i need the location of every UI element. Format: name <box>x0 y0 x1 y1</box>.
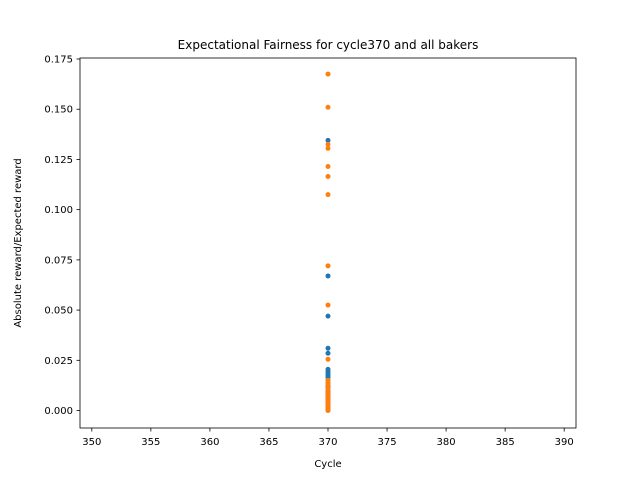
y-tick-label: 0.075 <box>44 255 73 266</box>
chart-title: Expectational Fairness for cycle370 and … <box>178 38 479 52</box>
plot-frame <box>79 57 577 429</box>
x-tick-label: 380 <box>437 437 456 448</box>
data-points <box>325 71 331 413</box>
data-point-series-2 <box>325 141 331 147</box>
data-point-series-2 <box>325 302 331 308</box>
plot-area: 350 355 360 365 370 375 380 385 390 0.0000.0250.… <box>44 55 577 448</box>
y-tick-label: 0.125 <box>44 155 73 166</box>
x-tick-label: 360 <box>200 437 219 448</box>
data-point-series-1 <box>325 137 331 143</box>
x-tick-label: 355 <box>141 437 160 448</box>
y-tick-label: 0.000 <box>44 406 73 417</box>
data-point-series-2 <box>325 407 331 413</box>
x-tick-label: 350 <box>82 437 101 448</box>
x-tick-label: 385 <box>496 437 515 448</box>
y-tick-label: 0.050 <box>44 306 73 317</box>
y-tick-label: 0.100 <box>44 205 73 216</box>
y-tick-label: 0.025 <box>44 356 73 367</box>
data-point-series-1 <box>325 313 331 319</box>
data-point-series-1 <box>325 345 331 351</box>
data-point-series-2 <box>325 174 331 180</box>
x-axis-title: Cycle <box>314 459 341 470</box>
data-point-series-2 <box>325 163 331 169</box>
y-tick-label: 0.175 <box>44 55 73 66</box>
x-tick-label: 390 <box>555 437 574 448</box>
data-point-series-2 <box>325 192 331 198</box>
x-tick-label: 365 <box>259 437 278 448</box>
y-axis-title: Absolute reward/Expected reward <box>13 158 24 327</box>
x-axis: 350 355 360 365 370 375 380 385 390 <box>82 428 574 448</box>
data-point-series-2 <box>325 104 331 110</box>
data-point-series-1 <box>325 350 331 356</box>
x-tick-label: 370 <box>318 437 337 448</box>
data-point-series-2 <box>325 263 331 269</box>
data-point-series-2 <box>325 356 331 362</box>
x-tick-label: 375 <box>378 437 397 448</box>
data-point-series-2 <box>325 145 331 151</box>
y-axis: 0.000 0.025 0.050 0.075 0.100 0.125 0.150 0.175 <box>44 55 80 417</box>
data-point-series-1 <box>325 273 331 279</box>
data-point-series-2 <box>325 71 331 77</box>
y-tick-label: 0.150 <box>44 105 73 116</box>
